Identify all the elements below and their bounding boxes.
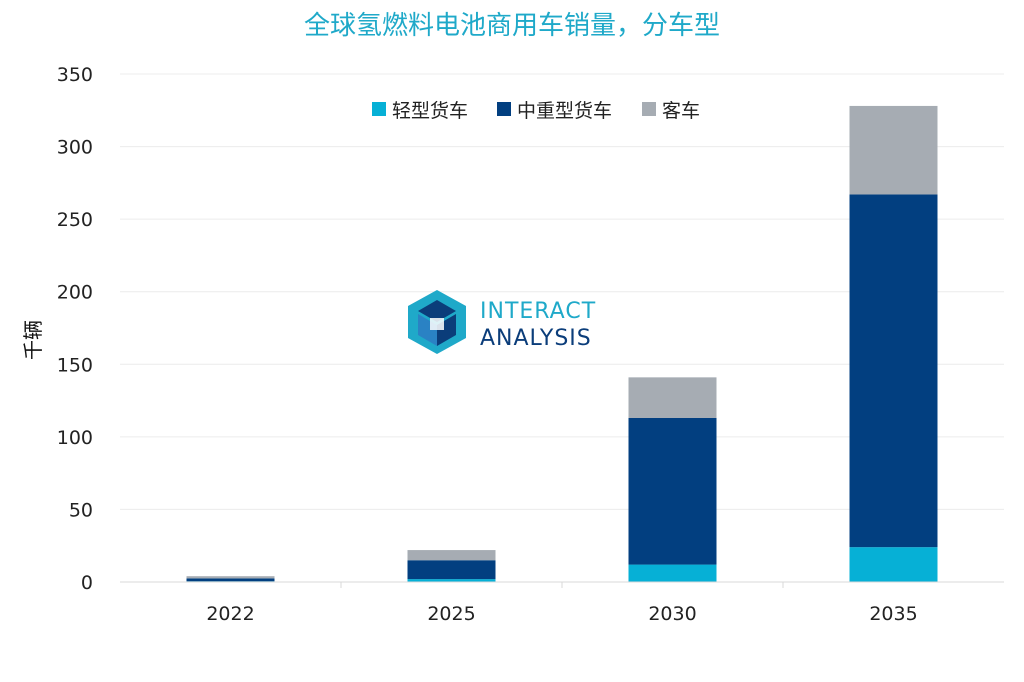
logo-text-interact: INTERACT: [480, 299, 596, 324]
y-axis-label: 千辆: [21, 320, 45, 360]
y-tick-label: 100: [57, 427, 93, 449]
bar-segment: [186, 576, 275, 579]
logo-hexagon-icon: [408, 290, 466, 354]
y-tick-label: 0: [81, 572, 93, 594]
x-tick-label: 2030: [648, 603, 696, 625]
y-tick-label: 50: [69, 499, 93, 521]
bar-segment: [849, 105, 938, 195]
y-tick-label: 150: [57, 354, 93, 376]
y-tick-label: 250: [57, 209, 93, 231]
x-tick-label: 2025: [427, 603, 475, 625]
legend-swatch: [372, 102, 386, 116]
legend-label: 客车: [662, 100, 700, 122]
bar-segment: [407, 579, 496, 582]
bar-segment: [628, 417, 717, 565]
gridlines: [120, 73, 1004, 510]
x-tick-labels: 2022 2025 2030 2035: [206, 582, 918, 625]
bar-segment: [849, 194, 938, 548]
legend-swatch: [497, 102, 511, 116]
bar-segment: [186, 578, 275, 582]
interact-analysis-logo: INTERACT ANALYSIS: [408, 290, 596, 354]
bar-segment: [628, 377, 717, 418]
chart-title: 全球氢燃料电池商用车销量，分车型: [304, 11, 720, 41]
y-tick-label: 350: [57, 64, 93, 86]
bar-segment: [407, 550, 496, 561]
y-tick-label: 200: [57, 282, 93, 304]
x-tick-label: 2022: [206, 603, 254, 625]
legend: 轻型货车 中重型货车 客车: [372, 100, 700, 122]
y-tick-labels: 0 50 100 150 200 250 300 350: [57, 64, 93, 594]
bar-segment: [628, 564, 717, 582]
x-tick-label: 2035: [869, 603, 917, 625]
y-tick-label: 300: [57, 137, 93, 159]
legend-label: 轻型货车: [392, 100, 468, 122]
legend-label: 中重型货车: [517, 100, 612, 122]
bar-segment: [849, 547, 938, 582]
legend-swatch: [642, 102, 656, 116]
bar-segment: [407, 560, 496, 580]
logo-text-analysis: ANALYSIS: [480, 326, 592, 351]
